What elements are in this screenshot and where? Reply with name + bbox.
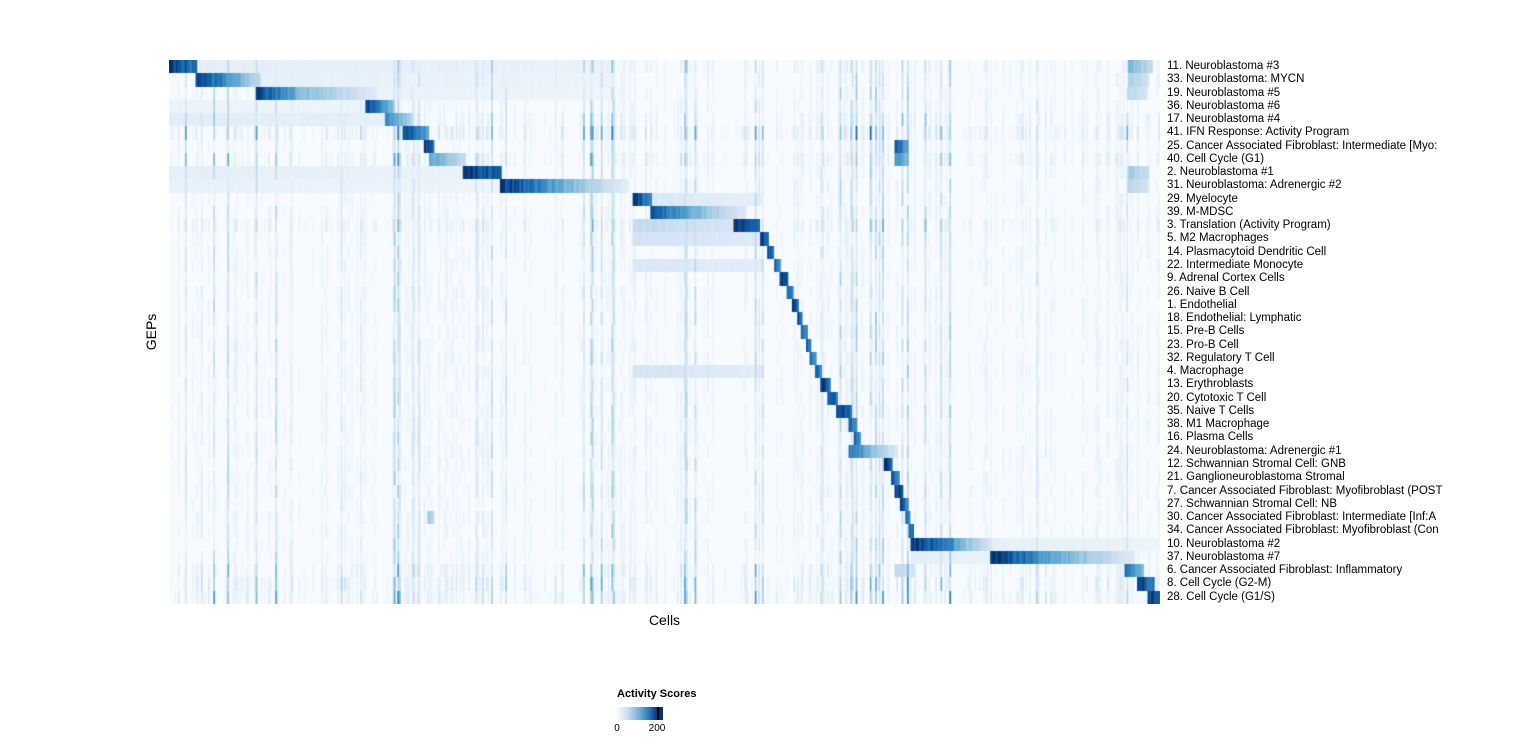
row-label: 28. Cell Cycle (G1/S) xyxy=(1167,590,1276,603)
legend: Activity Scores 0 200 xyxy=(614,688,757,735)
row-label: 27. Schwannian Stromal Cell: NB xyxy=(1167,497,1338,510)
row-label: 10. Neuroblastoma #2 xyxy=(1167,537,1281,550)
row-label: 7. Cancer Associated Fibroblast: Myofibr… xyxy=(1167,484,1443,497)
row-label: 32. Regulatory T Cell xyxy=(1167,351,1275,364)
x-axis-label: Cells xyxy=(648,612,681,628)
row-label: 30. Cancer Associated Fibroblast: Interm… xyxy=(1167,511,1437,524)
row-label: 38. M1 Macrophage xyxy=(1167,418,1270,431)
row-labels: 11. Neuroblastoma #3 33. Neuroblastoma: M… xyxy=(1167,60,1540,606)
row-label: 24. Neuroblastoma: Adrenergic #1 xyxy=(1167,444,1342,457)
row-label: 14. Plasmacytoid Dendritic Cell xyxy=(1167,245,1327,258)
heatmap-canvas xyxy=(169,60,1160,604)
row-label: 5. M2 Macrophages xyxy=(1167,232,1269,245)
row-label: 33. Neuroblastoma: MYCN xyxy=(1167,73,1305,86)
row-label: 9. Adrenal Cortex Cells xyxy=(1167,272,1285,285)
legend-tick-mark xyxy=(657,707,660,720)
row-label: 39. M-MDSC xyxy=(1167,205,1234,218)
row-label: 8. Cell Cycle (G2-M) xyxy=(1167,577,1272,590)
legend-tick-max: 200 xyxy=(648,723,666,734)
row-label: 17. Neuroblastoma #4 xyxy=(1167,113,1281,126)
row-label: 11. Neuroblastoma #3 xyxy=(1167,60,1280,72)
row-label: 19. Neuroblastoma #5 xyxy=(1167,86,1281,99)
legend-tick-min: 0 xyxy=(614,723,620,734)
row-label: 23. Pro-B Cell xyxy=(1167,338,1239,351)
row-label: 3. Translation (Activity Program) xyxy=(1167,219,1331,232)
row-label: 21. Ganglioneuroblastoma Stromal xyxy=(1167,471,1345,484)
row-label: 16. Plasma Cells xyxy=(1167,431,1254,444)
row-label: 40. Cell Cycle (G1) xyxy=(1167,152,1265,165)
row-label: 12. Schwannian Stromal Cell: GNB xyxy=(1167,457,1346,470)
row-label: 29. Myelocyte xyxy=(1167,192,1238,205)
row-label: 2. Neuroblastoma #1 xyxy=(1167,166,1274,179)
row-label: 4. Macrophage xyxy=(1167,365,1244,378)
row-label: 18. Endothelial: Lymphatic xyxy=(1167,312,1302,325)
legend-title: Activity Scores xyxy=(617,688,697,700)
row-label: 22. Intermediate Monocyte xyxy=(1167,258,1304,271)
row-label: 1. Endothelial xyxy=(1167,298,1237,311)
row-label: 15. Pre-B Cells xyxy=(1167,325,1245,338)
legend-colorbar xyxy=(617,707,663,720)
y-axis-label: GEPs xyxy=(143,313,159,351)
row-label: 41. IFN Response: Activity Program xyxy=(1167,126,1350,139)
row-label: 35. Naive T Cells xyxy=(1167,404,1255,417)
row-label: 31. Neuroblastoma: Adrenergic #2 xyxy=(1167,179,1342,192)
row-label: 34. Cancer Associated Fibroblast: Myofib… xyxy=(1167,524,1439,537)
row-label: 13. Erythroblasts xyxy=(1167,378,1254,391)
row-label: 36. Neuroblastoma #6 xyxy=(1167,99,1281,112)
row-label: 20. Cytotoxic T Cell xyxy=(1167,391,1267,404)
row-label: 37. Neuroblastoma #7 xyxy=(1167,550,1281,563)
row-label: 6. Cancer Associated Fibroblast: Inflamm… xyxy=(1167,564,1403,577)
row-label: 25. Cancer Associated Fibroblast: Interm… xyxy=(1167,139,1438,152)
row-label: 26. Naive B Cell xyxy=(1167,285,1250,298)
legend-tick-labels: 0 200 xyxy=(614,723,757,735)
